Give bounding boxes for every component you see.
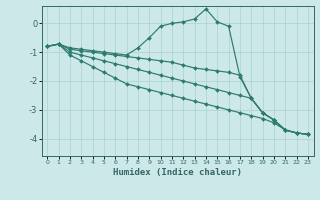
X-axis label: Humidex (Indice chaleur): Humidex (Indice chaleur) (113, 168, 242, 177)
